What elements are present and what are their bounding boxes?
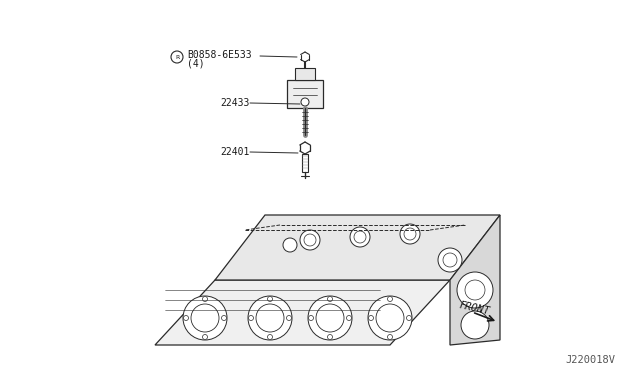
Circle shape (443, 253, 457, 267)
Circle shape (369, 315, 374, 321)
Circle shape (387, 296, 392, 301)
Circle shape (202, 334, 207, 340)
Polygon shape (450, 215, 500, 345)
Circle shape (300, 230, 320, 250)
Circle shape (287, 315, 291, 321)
Circle shape (183, 296, 227, 340)
Circle shape (461, 311, 489, 339)
Circle shape (406, 315, 412, 321)
Bar (295, 68, 315, 80)
Circle shape (308, 315, 314, 321)
Circle shape (301, 98, 309, 106)
Circle shape (328, 334, 333, 340)
Bar (287, 80, 323, 108)
Circle shape (191, 304, 219, 332)
Circle shape (248, 296, 292, 340)
Polygon shape (155, 280, 450, 345)
Circle shape (308, 296, 352, 340)
Circle shape (350, 227, 370, 247)
Circle shape (171, 51, 183, 63)
Circle shape (404, 228, 416, 240)
Circle shape (248, 315, 253, 321)
Circle shape (283, 238, 297, 252)
Circle shape (304, 234, 316, 246)
Text: B0858-6E533: B0858-6E533 (187, 50, 252, 60)
Text: (4): (4) (187, 58, 205, 68)
Text: J220018V: J220018V (565, 355, 615, 365)
Text: R: R (175, 55, 179, 60)
Text: 22401: 22401 (220, 147, 250, 157)
Circle shape (184, 315, 189, 321)
Circle shape (316, 304, 344, 332)
Text: FRONT: FRONT (458, 300, 491, 316)
Circle shape (368, 296, 412, 340)
Circle shape (221, 315, 227, 321)
Circle shape (346, 315, 351, 321)
Circle shape (328, 296, 333, 301)
Circle shape (457, 272, 493, 308)
Circle shape (268, 296, 273, 301)
Polygon shape (215, 215, 500, 280)
Circle shape (438, 248, 462, 272)
Circle shape (202, 296, 207, 301)
Circle shape (387, 334, 392, 340)
Circle shape (354, 231, 366, 243)
Circle shape (465, 280, 485, 300)
Circle shape (376, 304, 404, 332)
Circle shape (268, 334, 273, 340)
Circle shape (256, 304, 284, 332)
Bar (302, 154, 308, 172)
Circle shape (400, 224, 420, 244)
Text: 22433: 22433 (220, 98, 250, 108)
